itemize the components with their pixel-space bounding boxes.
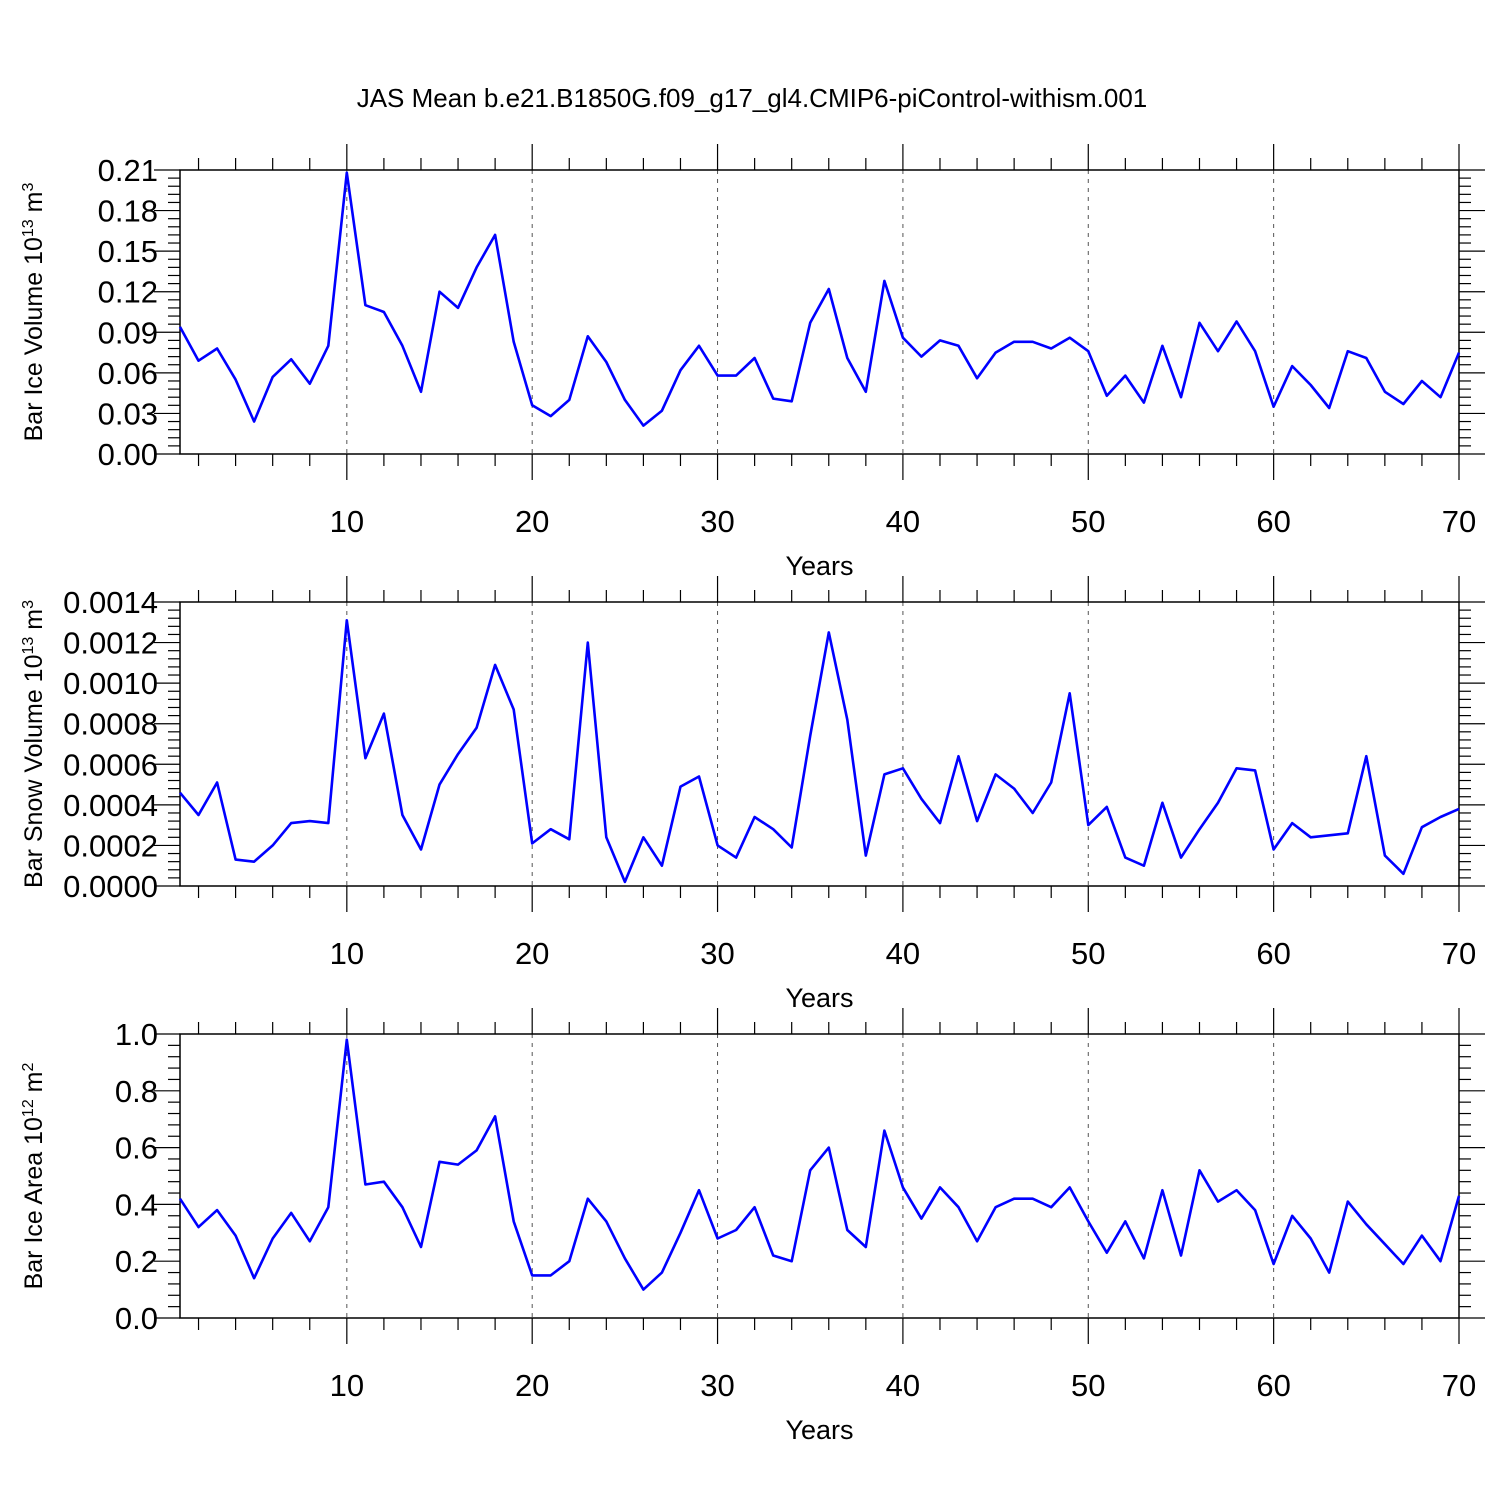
plot-frame bbox=[179, 169, 1460, 455]
x-tick-label: 10 bbox=[330, 1368, 364, 1403]
series-line bbox=[178, 1038, 1461, 1291]
y-tick-label: 0.12 bbox=[98, 275, 158, 310]
y-tick-label: 0.09 bbox=[98, 315, 158, 350]
y-tick-label: 0.0000 bbox=[63, 869, 158, 904]
y-tick-label: 0.0 bbox=[115, 1301, 158, 1336]
y-tick-label: 0.0004 bbox=[63, 788, 158, 823]
y-tick-label: 0.21 bbox=[98, 153, 158, 188]
x-axis-label: Years bbox=[785, 983, 853, 1013]
x-tick-label: 50 bbox=[1071, 1368, 1105, 1403]
x-tick-label: 40 bbox=[886, 1368, 920, 1403]
y-tick-label: 0.0010 bbox=[63, 666, 158, 701]
y-tick-label: 0.06 bbox=[98, 356, 158, 391]
plot-frame bbox=[179, 601, 1460, 887]
y-axis-label-superscript: 2 bbox=[20, 1063, 37, 1072]
y-tick-label: 0.0012 bbox=[63, 626, 158, 661]
y-tick-label: 0.0002 bbox=[63, 828, 158, 863]
panel-2: 0.0000 0.0002 0.0004 0.0006 0.0008 0.0010 0.00… bbox=[20, 576, 1485, 1013]
y-axis-label: Bar Ice Volume 1013 m3 bbox=[20, 183, 48, 442]
series-line bbox=[178, 171, 1461, 427]
y-tick-label: 0.15 bbox=[98, 234, 158, 269]
y-axis-label-part: m bbox=[20, 609, 48, 637]
figure-title: JAS Mean b.e21.B1850G.f09_g17_gl4.CMIP6-… bbox=[357, 83, 1148, 113]
x-tick-label: 20 bbox=[515, 504, 549, 539]
y-axis-label-part: m bbox=[20, 192, 48, 220]
y-axis-label-part: Bar Ice Volume 10 bbox=[20, 237, 48, 441]
y-axis-label-superscript: 13 bbox=[20, 637, 37, 655]
x-tick-label: 30 bbox=[700, 504, 734, 539]
x-tick-label: 60 bbox=[1256, 504, 1290, 539]
y-tick-label: 0.03 bbox=[98, 396, 158, 431]
y-tick-label: 0.00 bbox=[98, 437, 158, 472]
x-tick-label: 60 bbox=[1256, 936, 1290, 971]
panel-1: 0.00 0.03 0.06 0.09 0.12 0.15 0.18 0.21 10 20 30 40… bbox=[20, 144, 1485, 581]
y-tick-label: 0.0008 bbox=[63, 707, 158, 742]
y-tick-label: 1.0 bbox=[115, 1017, 158, 1052]
y-tick-label: 0.4 bbox=[115, 1187, 158, 1222]
y-tick-label: 0.8 bbox=[115, 1074, 158, 1109]
y-axis-label-superscript: 3 bbox=[20, 183, 37, 192]
panel-3: 0.0 0.2 0.4 0.6 0.8 1.0 10 20 30 40 50 60 70 Years Bar… bbox=[20, 1008, 1485, 1445]
x-tick-label: 40 bbox=[886, 936, 920, 971]
x-tick-label: 70 bbox=[1442, 936, 1476, 971]
x-tick-label: 30 bbox=[700, 1368, 734, 1403]
y-tick-label: 0.6 bbox=[115, 1131, 158, 1166]
x-tick-label: 50 bbox=[1071, 504, 1105, 539]
x-tick-label: 50 bbox=[1071, 936, 1105, 971]
x-tick-label: 20 bbox=[515, 936, 549, 971]
x-tick-label: 10 bbox=[330, 936, 364, 971]
x-tick-label: 70 bbox=[1442, 504, 1476, 539]
y-axis-label-part: m bbox=[20, 1072, 48, 1100]
x-tick-label: 70 bbox=[1442, 1368, 1476, 1403]
y-axis-label-superscript: 13 bbox=[20, 219, 37, 237]
x-axis-label: Years bbox=[785, 551, 853, 581]
plot-frame bbox=[179, 1033, 1460, 1319]
y-axis-label: Bar Ice Area 1012 m2 bbox=[20, 1063, 48, 1290]
y-tick-label: 0.2 bbox=[115, 1244, 158, 1279]
x-axis-label: Years bbox=[785, 1415, 853, 1445]
x-tick-label: 20 bbox=[515, 1368, 549, 1403]
series-line bbox=[178, 618, 1460, 884]
y-tick-label: 0.0014 bbox=[63, 585, 158, 620]
x-tick-label: 10 bbox=[330, 504, 364, 539]
x-tick-label: 30 bbox=[700, 936, 734, 971]
x-tick-label: 40 bbox=[886, 504, 920, 539]
x-tick-label: 60 bbox=[1256, 1368, 1290, 1403]
y-axis-label: Bar Snow Volume 1013 m3 bbox=[20, 600, 48, 888]
y-axis-label-superscript: 12 bbox=[20, 1099, 37, 1117]
y-tick-label: 0.18 bbox=[98, 194, 158, 229]
y-axis-label-part: Bar Snow Volume 10 bbox=[20, 655, 48, 888]
y-axis-label-superscript: 3 bbox=[20, 600, 37, 609]
y-axis-label-part: Bar Ice Area 10 bbox=[20, 1117, 48, 1289]
y-tick-label: 0.0006 bbox=[63, 747, 158, 782]
